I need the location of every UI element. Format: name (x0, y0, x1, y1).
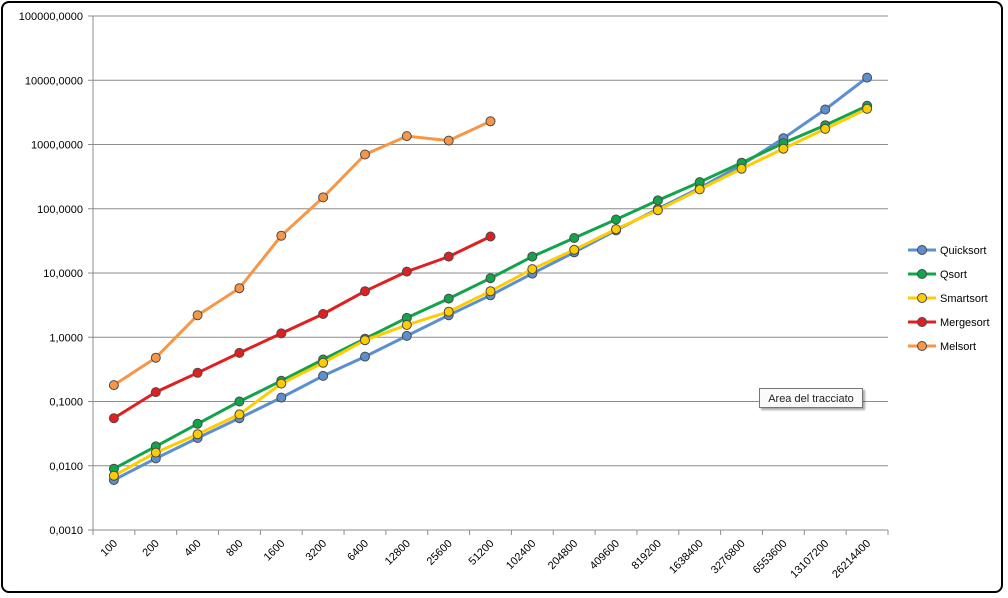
x-tick-label: 409600 (588, 538, 622, 572)
data-point-smartsort (192, 429, 203, 440)
data-point-quicksort (862, 72, 873, 83)
x-tick-label: 204800 (546, 538, 580, 572)
data-point-smartsort (694, 184, 705, 195)
x-tick-label: 800 (224, 538, 245, 559)
data-point-smartsort (820, 123, 831, 134)
data-point-melsort (234, 283, 245, 294)
x-tick-label: 12800 (383, 538, 413, 568)
data-point-qsort (234, 396, 245, 407)
legend-marker-melsort (917, 341, 927, 351)
data-point-smartsort (611, 224, 621, 235)
data-point-smartsort (443, 306, 454, 317)
data-point-mergesort (276, 328, 287, 339)
data-point-melsort (276, 230, 287, 241)
data-point-mergesort (234, 347, 245, 358)
x-tick-label: 100 (99, 538, 120, 559)
data-point-smartsort (778, 143, 789, 154)
legend-label-mergesort: Mergesort (940, 317, 990, 329)
data-point-melsort (401, 131, 412, 142)
data-point-qsort (192, 418, 203, 429)
series-line-mergesort (113, 235, 492, 420)
x-tick-label: 6553600 (751, 538, 790, 577)
data-point-melsort (485, 116, 496, 127)
legend-label-melsort: Melsort (940, 341, 976, 353)
series-line-melsort (113, 119, 492, 387)
data-point-smartsort (736, 163, 747, 174)
data-point-mergesort (401, 266, 412, 277)
data-point-mergesort (192, 367, 203, 378)
x-tick-label: 102400 (504, 538, 538, 572)
legend-marker-quicksort (917, 245, 927, 255)
data-point-melsort (360, 149, 370, 160)
data-point-melsort (318, 192, 329, 203)
data-point-mergesort (360, 286, 370, 297)
x-tick-label: 25600 (425, 538, 455, 568)
y-tick-label: 10000,0000 (25, 75, 83, 87)
data-point-quicksort (360, 351, 370, 362)
y-tick-label: 100,0000 (37, 204, 83, 216)
data-point-qsort (569, 233, 580, 243)
legend-marker-smartsort (917, 293, 927, 303)
x-tick-label: 1600 (262, 538, 288, 564)
x-tick-label: 400 (182, 538, 203, 559)
data-point-qsort (485, 273, 496, 284)
y-tick-label: 0,0010 (49, 525, 83, 537)
x-tick-label: 13107200 (788, 538, 831, 581)
data-point-smartsort (527, 264, 538, 275)
data-point-mergesort (318, 309, 329, 319)
data-point-qsort (527, 251, 538, 262)
data-point-smartsort (401, 320, 412, 330)
data-point-melsort (150, 352, 161, 363)
data-point-melsort (108, 380, 119, 391)
data-point-melsort (192, 310, 203, 321)
y-tick-label: 1,0000 (49, 332, 83, 344)
data-point-smartsort (234, 409, 245, 420)
x-tick-label: 3276800 (709, 538, 748, 577)
y-tick-label: 100000,0000 (19, 11, 83, 23)
data-point-smartsort (862, 103, 873, 114)
data-point-smartsort (485, 286, 496, 297)
data-point-quicksort (820, 104, 831, 115)
x-tick-label: 3200 (303, 538, 329, 564)
data-point-smartsort (276, 378, 287, 389)
legend-marker-qsort (917, 269, 927, 279)
gridlines (93, 15, 888, 531)
x-tick-label: 6400 (345, 538, 371, 564)
data-point-mergesort (443, 251, 454, 262)
data-point-smartsort (108, 470, 119, 481)
x-tick-label: 51200 (467, 538, 497, 568)
series-plot (108, 72, 873, 485)
x-tick-label: 26214400 (830, 538, 873, 581)
data-point-qsort (652, 195, 663, 206)
y-tick-label: 1000,0000 (31, 140, 83, 152)
x-tick-label: 1638400 (667, 538, 706, 577)
y-tick-label: 0,0100 (49, 461, 83, 473)
data-point-smartsort (569, 244, 580, 255)
data-point-qsort (443, 293, 454, 304)
data-point-smartsort (360, 335, 370, 346)
data-point-mergesort (485, 231, 496, 242)
data-point-melsort (443, 135, 454, 146)
data-point-smartsort (150, 447, 161, 458)
legend-marker-mergesort (917, 317, 927, 327)
data-point-mergesort (150, 387, 161, 398)
y-tick-label: 0,1000 (49, 397, 83, 409)
data-point-quicksort (276, 392, 287, 403)
y-tick-label: 10,0000 (43, 268, 83, 280)
legend-label-qsort: Qsort (940, 269, 967, 281)
data-point-quicksort (401, 330, 412, 341)
x-tick-label: 819200 (630, 538, 664, 572)
x-tick-label: 200 (140, 538, 161, 559)
data-point-smartsort (652, 205, 663, 216)
legend-label-smartsort: Smartsort (940, 293, 988, 305)
data-point-qsort (611, 214, 621, 225)
data-point-quicksort (318, 370, 329, 381)
plot-area-tooltip: Area del tracciato (759, 388, 863, 408)
data-point-mergesort (108, 413, 119, 424)
data-point-smartsort (318, 357, 329, 368)
legend: Quicksort Qsort Smartsort Mergesort Melsort (908, 245, 990, 353)
legend-label-quicksort: Quicksort (940, 245, 986, 257)
